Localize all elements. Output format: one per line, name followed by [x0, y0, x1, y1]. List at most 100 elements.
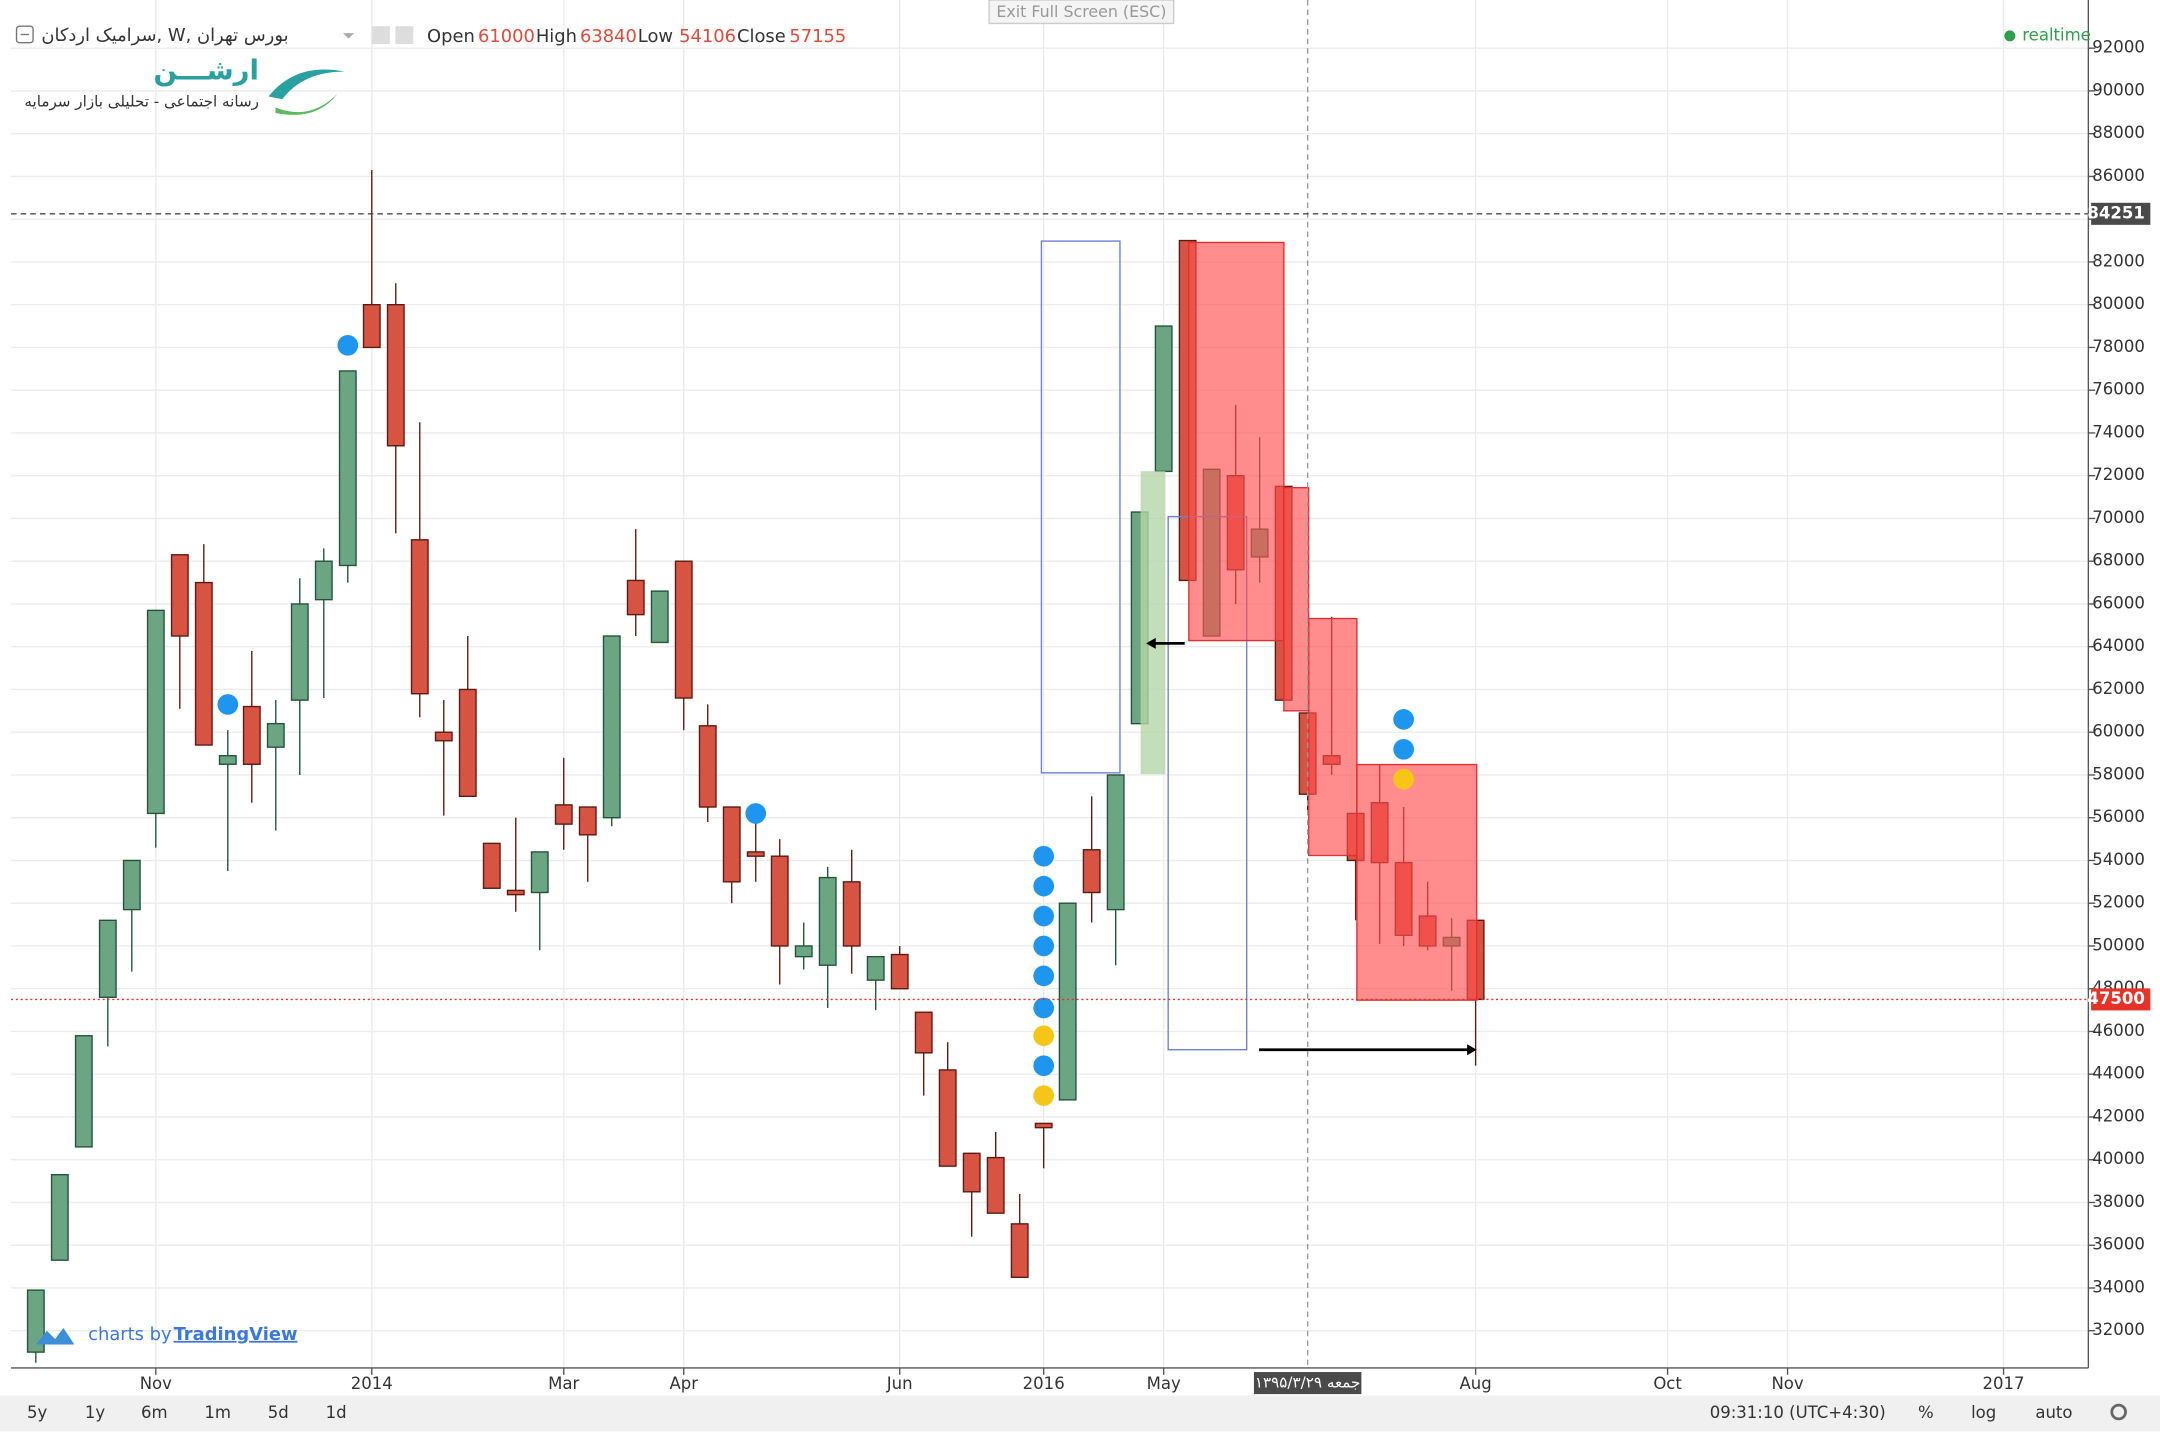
- y-tick-label: 52000: [2092, 893, 2145, 912]
- option-button[interactable]: log: [1971, 1403, 1996, 1422]
- icon[interactable]: [371, 26, 390, 45]
- y-tick-label: 66000: [2092, 593, 2145, 612]
- y-tick-label: 68000: [2092, 551, 2145, 570]
- arrow-head: [1146, 637, 1156, 649]
- logo-icon: [268, 69, 345, 100]
- settings-icon[interactable]: [2110, 1403, 2127, 1421]
- collapse-icon[interactable]: [15, 25, 34, 44]
- icon[interactable]: [395, 26, 414, 45]
- y-tick-label: 60000: [2092, 722, 2145, 741]
- candle-body: [146, 609, 165, 815]
- y-tick-label: 82000: [2092, 251, 2145, 270]
- candle-body: [770, 855, 789, 947]
- option-button[interactable]: %: [1918, 1403, 1934, 1422]
- y-tick-label: 40000: [2092, 1149, 2145, 1168]
- signal-dot: [1033, 905, 1055, 927]
- realtime: realtime: [2022, 25, 2091, 44]
- clock: 09:31:10 (UTC+4:30): [1710, 1403, 1886, 1422]
- symbol[interactable]: سرامیک اردکان, W, بورس تهران: [41, 25, 288, 46]
- range-button[interactable]: 6m: [141, 1403, 168, 1422]
- y-tick-label: 44000: [2092, 1064, 2145, 1083]
- range-button[interactable]: 1y: [85, 1403, 106, 1422]
- price-label: 47500: [2087, 989, 2144, 1008]
- signal-dot: [1393, 768, 1414, 790]
- watermark-brand[interactable]: TradingView: [174, 1324, 298, 1345]
- realtime-dot: [2004, 30, 2016, 42]
- candle-body: [1010, 1223, 1029, 1278]
- y-tick-label: 42000: [2092, 1106, 2145, 1125]
- y-tick-label: 64000: [2092, 636, 2145, 655]
- candle-body: [506, 889, 525, 896]
- candle-body: [698, 725, 717, 808]
- toolbar: [0, 1395, 2160, 1432]
- range-button[interactable]: 5y: [27, 1403, 48, 1422]
- ohlc-value: 54106: [679, 26, 736, 47]
- candle-body: [1034, 1122, 1053, 1129]
- ohlc-label: Low: [638, 26, 673, 47]
- y-tick-label: 54000: [2092, 850, 2145, 869]
- y-tick-label: 76000: [2092, 380, 2145, 399]
- red-box: [1307, 617, 1358, 857]
- blue-box: [1040, 240, 1121, 774]
- candle-body: [626, 579, 645, 616]
- crosshair-label: ۱۳۹۵/۳/۲۹ جمعه: [1255, 1374, 1361, 1392]
- price-label: 84251: [2087, 203, 2144, 222]
- signal-dot: [1393, 738, 1414, 760]
- arrow-head: [1467, 1044, 1477, 1056]
- candle-body: [26, 1289, 45, 1353]
- range-button[interactable]: 1d: [326, 1403, 347, 1422]
- x-tick-label: Aug: [1460, 1374, 1492, 1393]
- candle-body: [554, 804, 573, 825]
- signal-dot: [745, 803, 767, 824]
- candle-body: [338, 370, 357, 567]
- candle-body: [50, 1174, 69, 1261]
- y-tick-label: 58000: [2092, 764, 2145, 783]
- x-tick-label: 2014: [351, 1374, 393, 1393]
- candle-body: [482, 842, 501, 889]
- candle-body: [266, 722, 285, 748]
- candle-body: [410, 539, 429, 695]
- x-tick-label: May: [1147, 1374, 1181, 1393]
- signal-dot: [1033, 845, 1055, 867]
- tradingview-icon: [35, 1327, 75, 1345]
- candle-body: [650, 590, 669, 644]
- candle-body: [458, 688, 477, 798]
- candle-body: [242, 705, 261, 765]
- signal-dot: [1033, 1055, 1055, 1077]
- y-tick-label: 46000: [2092, 1021, 2145, 1040]
- option-button[interactable]: auto: [2035, 1403, 2072, 1422]
- candle-body: [866, 955, 885, 981]
- exit-fullscreen-button[interactable]: [988, 0, 1175, 25]
- y-tick-label: 62000: [2092, 679, 2145, 698]
- candle-body: [314, 560, 333, 601]
- green-box: [1140, 471, 1166, 775]
- signal-dot: [337, 334, 359, 356]
- range-button[interactable]: 5d: [268, 1403, 289, 1422]
- y-tick-label: 78000: [2092, 337, 2145, 356]
- candle-body: [794, 945, 813, 958]
- logo-icon: [275, 93, 338, 115]
- dropdown-icon[interactable]: [343, 33, 355, 39]
- candle-body: [530, 851, 549, 894]
- candle-body: [818, 876, 837, 966]
- candle-body: [962, 1152, 981, 1193]
- y-tick-label: 36000: [2092, 1235, 2145, 1254]
- y-tick-label: 86000: [2092, 166, 2145, 185]
- candle-body: [1058, 902, 1077, 1101]
- watermark-prefix: charts by: [88, 1324, 172, 1345]
- candle-body: [386, 303, 405, 447]
- candle-body: [218, 755, 237, 765]
- grid: [11, 0, 2089, 1368]
- candle-body: [98, 919, 117, 998]
- red-box: [1188, 241, 1285, 642]
- y-tick-label: 74000: [2092, 422, 2145, 441]
- exit-fullscreen[interactable]: Exit Full Screen (ESC): [996, 2, 1166, 21]
- candle-body: [938, 1069, 957, 1167]
- crosshair-label-box: [1253, 1372, 1362, 1395]
- red-box: [1283, 486, 1310, 712]
- x-tick-label: Jun: [886, 1374, 913, 1393]
- candle-body: [602, 635, 621, 819]
- range-button[interactable]: 1m: [204, 1403, 231, 1422]
